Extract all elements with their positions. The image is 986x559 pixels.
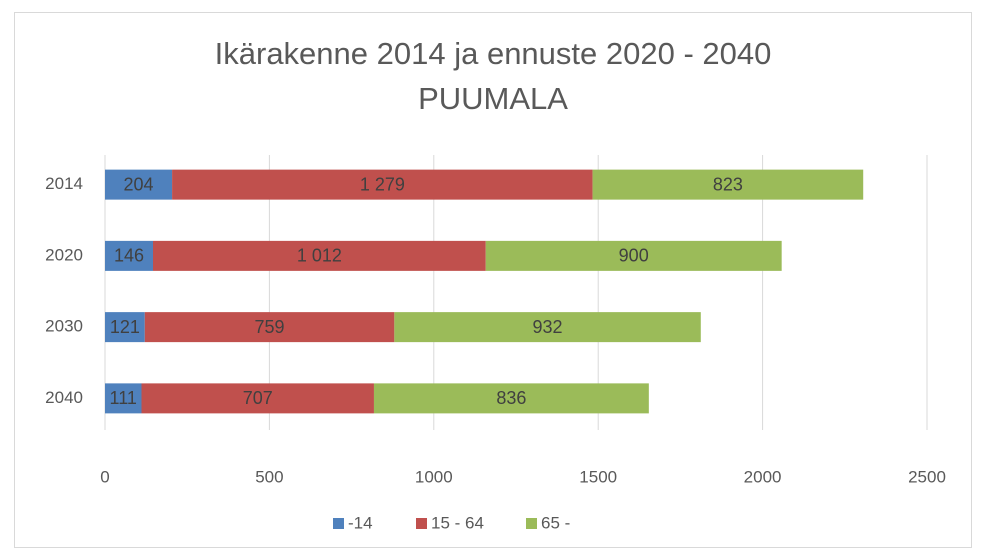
y-tick-label: 2020 [45, 245, 83, 264]
bar-segment [105, 169, 173, 200]
bar-segment [394, 312, 701, 343]
legend-swatch [333, 518, 344, 529]
data-label: 121 [110, 317, 140, 337]
y-tick-label: 2040 [45, 388, 83, 407]
chart-title: Ikärakenne 2014 ja ennuste 2020 - 2040 [215, 36, 772, 71]
data-label: 759 [255, 317, 285, 337]
data-label: 707 [243, 388, 273, 408]
legend-label: 65 - [541, 513, 570, 532]
y-tick-label: 2014 [45, 174, 83, 193]
x-tick-label: 2500 [908, 467, 946, 486]
chart-border [14, 12, 972, 548]
data-label: 146 [114, 246, 144, 266]
bar-segment [144, 312, 395, 343]
legend-swatch [416, 518, 427, 529]
data-label: 932 [533, 317, 563, 337]
bar-segment [485, 240, 782, 271]
bar-segment [153, 240, 486, 271]
legend-label: -14 [348, 513, 373, 532]
bar-segment [373, 383, 649, 414]
bar-segment [105, 240, 154, 271]
x-tick-label: 0 [100, 467, 109, 486]
x-tick-label: 500 [255, 467, 283, 486]
data-label: 204 [124, 174, 154, 194]
data-label: 823 [713, 174, 743, 194]
x-tick-label: 2000 [744, 467, 782, 486]
data-label: 900 [619, 246, 649, 266]
y-tick-label: 2030 [45, 317, 83, 336]
x-tick-label: 1500 [579, 467, 617, 486]
data-label: 836 [496, 388, 526, 408]
legend-swatch [526, 518, 537, 529]
bar-segment [141, 383, 374, 414]
data-label: 111 [110, 388, 137, 408]
legend-label: 15 - 64 [431, 513, 484, 532]
chart-title: PUUMALA [418, 81, 568, 116]
bar-segment [105, 312, 145, 343]
bar-segment [592, 169, 864, 200]
bar-segment [172, 169, 593, 200]
data-label: 1 279 [360, 174, 405, 194]
bar-segment [105, 383, 142, 414]
x-tick-label: 1000 [415, 467, 453, 486]
data-label: 1 012 [297, 246, 342, 266]
